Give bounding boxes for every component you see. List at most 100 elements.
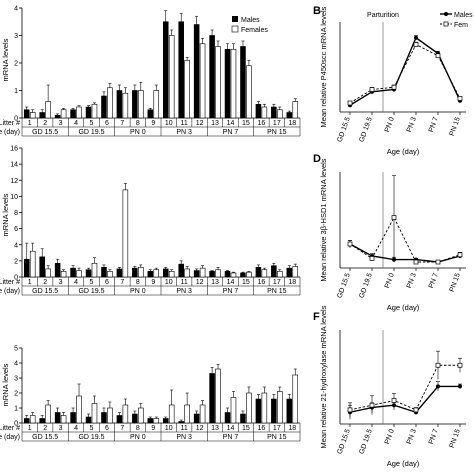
y-tick-label: 0	[14, 421, 18, 428]
x-tick-label: PN 3	[406, 428, 418, 445]
age-group-label: PN 3	[176, 129, 192, 136]
bar-females	[230, 397, 237, 424]
litter-number: 4	[74, 279, 78, 286]
litter-number: 2	[43, 425, 47, 432]
y-tick-label: 5	[14, 346, 18, 353]
litter-number: 13	[211, 120, 219, 127]
point-females	[391, 398, 397, 403]
x-tick-label: PN 0	[384, 428, 396, 445]
bar-females	[76, 395, 82, 424]
bar-females	[277, 271, 283, 278]
litter-number: 9	[151, 120, 155, 127]
bar-males	[101, 267, 107, 278]
bar-females	[153, 269, 160, 278]
bar-males	[70, 412, 76, 424]
x-tick-label: GD 19.5	[358, 272, 374, 299]
series-line-females	[349, 43, 461, 104]
x-tick-label: GD 15.5	[336, 272, 352, 299]
y-tick-label: 10	[10, 194, 18, 201]
age-group-label: PN 0	[130, 434, 146, 441]
bar-males	[39, 418, 45, 424]
bar-males	[193, 413, 200, 424]
y-tick-label: 2	[14, 61, 18, 68]
age-row-label: Age (day)	[0, 434, 20, 441]
age-row-label: Age (day)	[0, 129, 20, 136]
x-tick-label: PN 3	[406, 116, 418, 133]
litter-number: 13	[211, 425, 219, 432]
age-group-label: PN 3	[176, 434, 192, 441]
litter-number: 12	[196, 425, 204, 432]
litter-row-label: Litter #	[0, 279, 20, 286]
bar-males	[101, 95, 107, 119]
bar-females	[184, 268, 190, 278]
y-tick-label: 4	[14, 242, 18, 249]
bar-males	[54, 412, 61, 424]
x-tick-label: PN 0	[384, 116, 396, 133]
litter-number: 15	[242, 279, 250, 286]
bar-males	[286, 267, 293, 278]
point-males	[436, 384, 440, 389]
bar-females	[184, 404, 190, 424]
litter-number: 17	[273, 120, 281, 127]
bar-males	[255, 267, 262, 278]
point-females	[347, 241, 353, 247]
y-tick-label: 16	[10, 146, 18, 153]
legend-swatch-females	[231, 25, 239, 33]
litter-number: 7	[120, 425, 124, 432]
litter-number: 11	[181, 425, 188, 432]
bar-males	[193, 270, 200, 278]
litter-number: 2	[43, 120, 47, 127]
bar-males	[271, 398, 277, 424]
litter-number: 6	[105, 425, 109, 432]
bar-females	[261, 392, 268, 424]
point-females	[435, 362, 441, 368]
litter-number: 10	[165, 425, 173, 432]
x-tick-label: PN 15	[449, 428, 462, 449]
bar-males	[209, 271, 215, 278]
legend-label-females: Fem	[454, 22, 468, 29]
bar-females	[153, 90, 160, 119]
bar-males	[255, 398, 262, 424]
y-axis-label: Mean relative 3β-HSD1 mRNA levels	[319, 158, 328, 281]
y-axis-label: mRNA levels	[1, 363, 10, 406]
x-tick-label: GD 19.5	[358, 428, 374, 455]
litter-number: 4	[74, 120, 78, 127]
x-tick-label: PN 15	[449, 272, 462, 293]
litter-number: 2	[43, 279, 47, 286]
litter-number: 13	[211, 279, 219, 286]
bar-females	[168, 35, 175, 119]
y-tick-label: 3	[14, 33, 18, 40]
point-females	[413, 407, 419, 413]
point-females	[369, 402, 375, 408]
litter-number: 3	[59, 120, 63, 127]
x-tick-label: GD 19.5	[358, 116, 374, 143]
age-group-label: PN 15	[267, 288, 287, 295]
bar-males	[39, 256, 45, 278]
bar-females	[122, 92, 129, 119]
litter-number: 10	[165, 120, 173, 127]
litter-number: 16	[257, 279, 265, 286]
litter-number: 5	[90, 425, 94, 432]
litter-number: 4	[74, 425, 78, 432]
bar-females	[107, 271, 113, 278]
bar-males	[39, 112, 45, 119]
bar-males	[178, 421, 184, 424]
bar-females	[184, 59, 190, 119]
bar-males	[54, 262, 61, 278]
age-group-label: PN 0	[130, 129, 146, 136]
x-tick-label: GD 15.5	[336, 116, 352, 143]
bar-males	[286, 398, 293, 424]
x-axis-label: Age (day)	[387, 459, 420, 468]
age-group-label: GD 19.5	[78, 129, 104, 136]
bar-females	[215, 269, 221, 278]
bar-males	[85, 269, 92, 278]
bar-females	[277, 109, 283, 119]
age-group-label: GD 19.5	[78, 434, 104, 441]
legend-label-males: Males	[454, 12, 473, 19]
bar-females	[91, 403, 98, 424]
bar-males	[116, 415, 123, 424]
bar-males	[224, 48, 231, 119]
point-females	[413, 259, 419, 265]
bar-females	[60, 109, 67, 119]
age-group-label: PN 0	[130, 288, 146, 295]
